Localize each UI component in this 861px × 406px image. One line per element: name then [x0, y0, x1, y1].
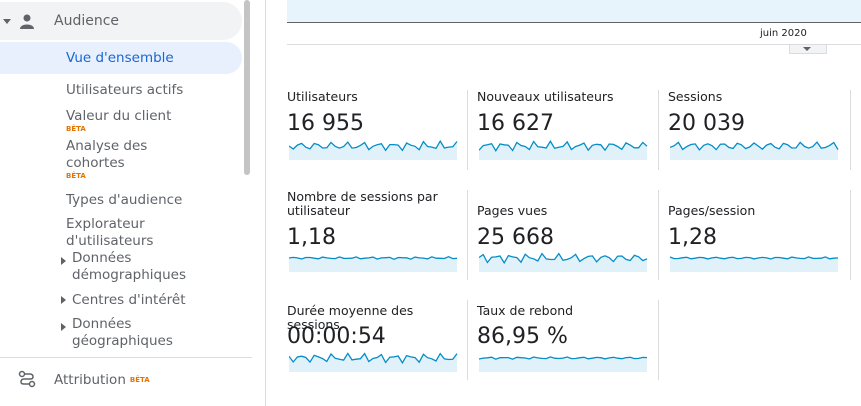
menu-item[interactable]: Audience — [54, 13, 120, 29]
metric-label: Sessions — [668, 89, 723, 104]
badge: BÊTA — [66, 125, 86, 133]
attribution-icon — [18, 370, 36, 388]
person-icon — [20, 14, 34, 29]
metric-value: 1,18 — [287, 225, 336, 250]
sparkline — [289, 352, 458, 372]
sparkline — [670, 141, 839, 160]
menu-item[interactable]: Attribution BÊTA — [54, 372, 150, 389]
audience-row[interactable] — [0, 2, 242, 40]
metric-value: 20 039 — [668, 111, 745, 136]
metric-value: 16 627 — [477, 111, 554, 136]
menu-item[interactable]: Valeur du client BÊTA — [66, 108, 186, 133]
sparkline — [670, 256, 839, 272]
divider — [287, 44, 861, 45]
scrollbar[interactable] — [244, 0, 250, 175]
sidebar: Audience Vue d'ensemble Utilisateurs act… — [0, 0, 266, 406]
axis-label: juin 2020 — [760, 28, 807, 39]
chart-area — [287, 0, 861, 23]
menu-item[interactable]: Utilisateurs actifs — [66, 82, 184, 98]
metric-label: Durée moyenne des sessions — [287, 303, 414, 332]
menu-item[interactable]: Vue d'ensemble — [66, 50, 174, 66]
menu-item[interactable]: Données démographiques — [72, 250, 187, 283]
expand-icon — [61, 296, 66, 304]
badge: BÊTA — [129, 376, 150, 384]
metric-label: Utilisateurs — [287, 89, 358, 104]
metric-value: 86,95 % — [477, 324, 568, 349]
separator — [658, 90, 659, 170]
expand-icon — [3, 19, 11, 24]
separator — [467, 90, 468, 170]
expand-icon — [61, 323, 66, 331]
divider — [0, 357, 252, 358]
menu-item[interactable]: Données géographiques — [72, 316, 173, 349]
label: Analyse des cohortes — [66, 138, 148, 171]
separator — [850, 90, 851, 170]
separator — [467, 300, 468, 380]
metric-value: 25 668 — [477, 225, 554, 250]
separator — [850, 190, 851, 280]
sparkline — [289, 139, 458, 160]
menu-item[interactable]: Explorateur d'utilisateurs — [66, 216, 154, 249]
label: Valeur du client — [66, 108, 172, 124]
menu-item[interactable]: Types d'audience — [66, 192, 183, 208]
expand-icon — [61, 257, 66, 265]
badge: BÊTA — [66, 172, 86, 180]
metric-label: Pages/session — [668, 203, 756, 218]
menu-item[interactable]: Centres d'intérêt — [72, 292, 186, 308]
metric-label: Taux de rebond — [477, 303, 574, 318]
sparkline — [479, 140, 648, 160]
menu-item[interactable]: Analyse des cohortes BÊTA — [66, 138, 166, 180]
toggle-icon — [803, 47, 811, 51]
sparkline — [479, 356, 648, 372]
metric-value: 00:00:54 — [287, 324, 386, 349]
selected-row[interactable] — [0, 42, 242, 74]
sparkline — [289, 255, 458, 272]
metric-label: Nouveaux utilisateurs — [477, 89, 614, 104]
label: Attribution — [54, 372, 126, 388]
separator — [658, 190, 659, 280]
metric-label: Nombre de sessions par utilisateur — [287, 189, 438, 218]
metric-label: Pages vues — [477, 203, 548, 218]
separator — [467, 190, 468, 280]
separator — [658, 300, 659, 380]
metric-value: 16 955 — [287, 111, 364, 136]
metric-value: 1,28 — [668, 225, 717, 250]
sparkline — [479, 252, 648, 272]
